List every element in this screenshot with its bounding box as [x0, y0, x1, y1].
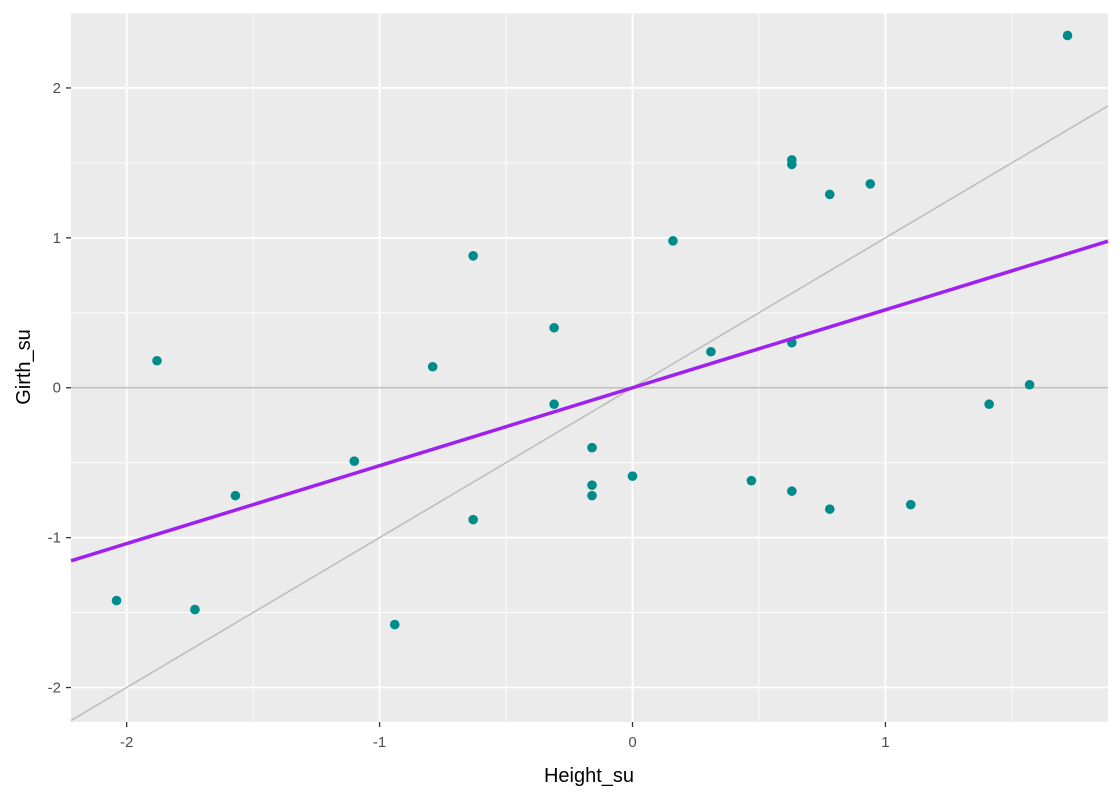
data-point: [587, 442, 597, 453]
y-axis: -2 -1 0 1 2: [48, 80, 71, 697]
data-point: [587, 490, 597, 501]
data-point: [152, 355, 162, 366]
data-point: [824, 504, 835, 514]
regression-line: [70, 239, 1109, 563]
data-point: [549, 399, 559, 410]
y-tick-label: 2: [53, 80, 61, 97]
y-tick-label: -2: [48, 680, 61, 697]
x-axis: -2 -1 0 1: [120, 722, 890, 751]
data-point: [468, 514, 478, 525]
x-tick-label: -2: [120, 734, 133, 751]
identity-line: [70, 105, 1109, 722]
y-axis-title: Girth_su: [13, 329, 35, 405]
data-point: [706, 346, 716, 357]
x-axis-title: Height_su: [544, 765, 634, 787]
data-point: [1062, 30, 1073, 41]
plot-panel: [71, 13, 1108, 722]
y-tick-label: 0: [53, 380, 61, 397]
data-point: [190, 604, 200, 615]
data-point: [984, 399, 994, 410]
y-tick-label: -1: [48, 530, 61, 547]
data-point: [349, 456, 360, 466]
data-point: [865, 179, 876, 189]
data-point: [1024, 379, 1035, 390]
data-point: [549, 322, 559, 333]
grid-minor: [71, 12, 1108, 722]
x-tick-label: -1: [373, 734, 386, 751]
reference-lines: [70, 105, 1109, 722]
data-point: [746, 475, 757, 486]
grid-major: [71, 13, 1108, 722]
x-tick-label: 1: [881, 734, 889, 751]
data-point: [230, 490, 241, 501]
data-point: [787, 159, 797, 170]
data-point: [905, 499, 916, 510]
data-point: [389, 619, 400, 630]
y-tick-label: 1: [53, 230, 61, 247]
data-point: [668, 236, 678, 246]
data-point: [824, 189, 835, 200]
data-point: [468, 251, 478, 261]
data-point: [787, 486, 797, 496]
x-tick-label: 0: [628, 734, 636, 751]
data-point: [627, 471, 638, 481]
data-point: [587, 480, 597, 490]
data-points: [111, 30, 1073, 630]
data-point: [111, 595, 122, 606]
data-point: [427, 361, 438, 372]
